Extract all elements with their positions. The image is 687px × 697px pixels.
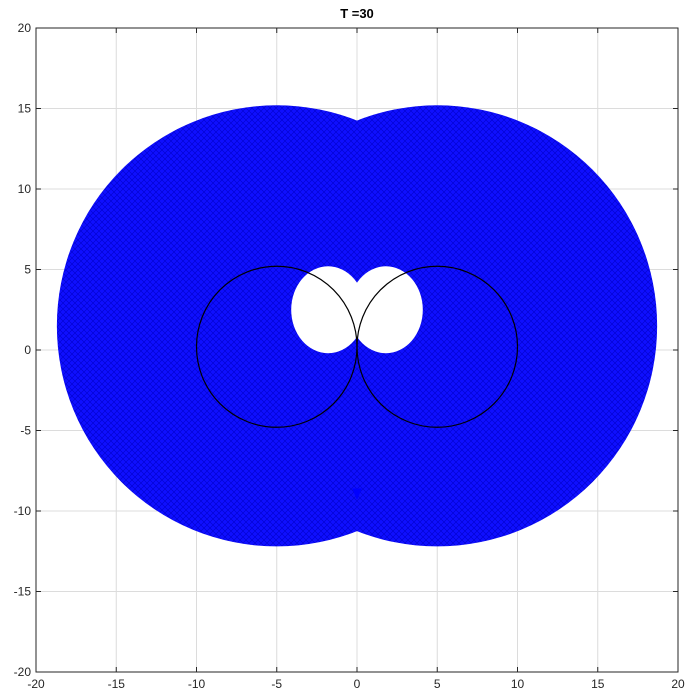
y-tick-label: -5	[20, 424, 31, 438]
x-tick-label: -5	[271, 677, 282, 691]
y-tick-label: 15	[18, 102, 32, 116]
x-tick-label: 15	[591, 677, 605, 691]
y-tick-label: 0	[24, 343, 31, 357]
y-tick-label: 10	[18, 182, 32, 196]
empty-region	[291, 266, 366, 354]
x-tick-label: 0	[354, 677, 361, 691]
axes: -20 -15 -10 -5 0 5 10 15 20 -20 -15 -10 -5 0 5 10 15 20	[14, 21, 685, 691]
chart-title: T =30	[340, 6, 374, 21]
y-tick-label: 5	[24, 263, 31, 277]
y-tick-label: -20	[14, 665, 32, 679]
x-tick-label: 5	[434, 677, 441, 691]
x-tick-label: 20	[671, 677, 685, 691]
circle-outline	[356, 265, 519, 428]
x-tick-label: 10	[511, 677, 525, 691]
y-tick-label: -15	[14, 585, 32, 599]
plot-area	[56, 105, 658, 547]
x-tick-label: -15	[108, 677, 126, 691]
empty-region	[348, 266, 423, 354]
x-tick-label: -20	[27, 677, 45, 691]
marker-cloud-notch	[352, 488, 362, 500]
y-tick-label: 20	[18, 21, 32, 35]
y-tick-label: -10	[14, 504, 32, 518]
x-tick-label: -10	[188, 677, 206, 691]
